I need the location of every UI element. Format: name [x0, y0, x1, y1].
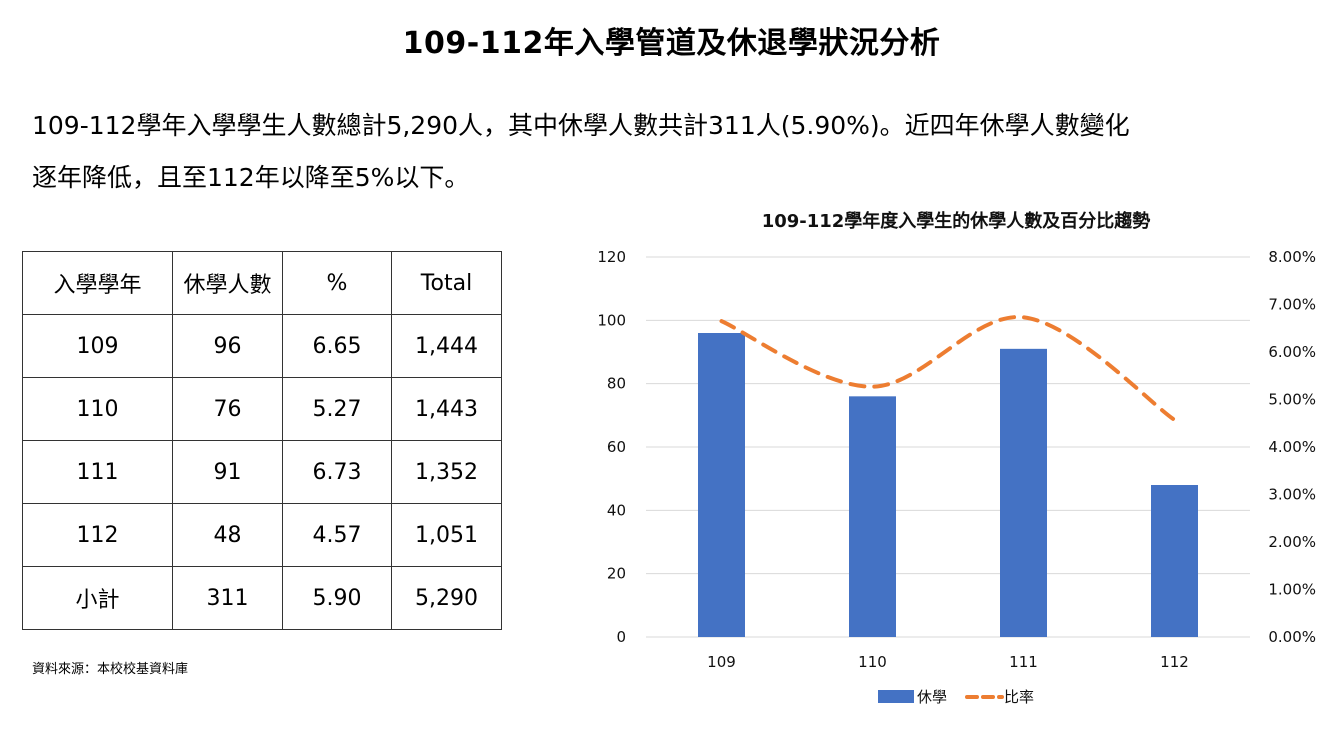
page-title: 109-112年入學管道及休退學狀況分析 [402, 26, 941, 61]
left-tick-label: 0 [616, 628, 626, 646]
left-tick-label: 80 [607, 375, 626, 393]
legend-label-bar: 休學 [917, 688, 947, 706]
right-tick-label: 8.00% [1268, 248, 1316, 266]
summary-line-1: 109-112學年入學學生人數總計5,290人，其中休學人數共計311人(5.9… [32, 111, 1130, 140]
left-tick-label: 60 [607, 438, 626, 456]
right-tick-label: 5.00% [1268, 391, 1316, 409]
withdrawal-trend-chart: 109-112學年度入學生的休學人數及百分比趨勢 0 20 40 60 80 100 120… [597, 210, 1316, 706]
right-tick-label: 4.00% [1268, 438, 1316, 456]
summary-text: 109-112學年入學學生人數總計5,290人，其中休學人數共計311人(5.9… [32, 100, 1292, 204]
table-cell: 311 [172, 566, 283, 630]
table-header-row: 入學學年 休學人數 % Total [22, 251, 502, 315]
table-cell: 4.57 [282, 503, 392, 567]
table-cell: 1,443 [391, 377, 502, 441]
table-cell: 76 [172, 377, 283, 441]
table-row: 111 91 6.73 1,352 [22, 440, 502, 504]
x-tick-label: 109 [707, 653, 736, 671]
rate-line [719, 315, 1177, 422]
withdrawal-table: 入學學年 休學人數 % Total 109 96 6.65 1,444 110 … [22, 251, 502, 630]
source-note: 資料來源：本校校基資料庫 [32, 662, 189, 677]
left-tick-label: 100 [597, 311, 626, 329]
left-tick-label: 20 [607, 565, 626, 583]
table-row: 112 48 4.57 1,051 [22, 503, 502, 567]
line-series [719, 315, 1177, 422]
summary-line-2: 逐年降低，且至112年以降至5%以下。 [32, 163, 470, 192]
chart-legend: 休學 比率 [878, 688, 1034, 706]
left-axis: 0 20 40 60 80 100 120 [597, 248, 626, 646]
right-axis: 0.00% 1.00% 2.00% 3.00% 4.00% 5.00% 6.00% 7.00%… [1268, 248, 1316, 646]
table-cell: 96 [172, 314, 283, 378]
chart-title: 109-112學年度入學生的休學人數及百分比趨勢 [762, 210, 1151, 232]
table-row: 109 96 6.65 1,444 [22, 314, 502, 378]
table-cell: 1,051 [391, 503, 502, 567]
table-cell: 5.90 [282, 566, 392, 630]
table-cell: 91 [172, 440, 283, 504]
table-header-cell: % [282, 251, 392, 315]
table-header-cell: 休學人數 [172, 251, 283, 315]
table-cell: 112 [22, 503, 173, 567]
legend-swatch-bar [878, 690, 914, 703]
x-tick-label: 111 [1009, 653, 1038, 671]
x-tick-label: 110 [858, 653, 887, 671]
table-cell: 1,444 [391, 314, 502, 378]
right-tick-label: 3.00% [1268, 486, 1316, 504]
table-cell: 6.73 [282, 440, 392, 504]
bar [698, 333, 745, 637]
table-cell: 5,290 [391, 566, 502, 630]
table-cell: 5.27 [282, 377, 392, 441]
bar [1151, 485, 1198, 637]
bar [849, 396, 896, 637]
left-tick-label: 120 [597, 248, 626, 266]
table-total-row: 小計 311 5.90 5,290 [22, 566, 502, 630]
right-tick-label: 0.00% [1268, 628, 1316, 646]
table-cell: 1,352 [391, 440, 502, 504]
table-cell: 6.65 [282, 314, 392, 378]
right-tick-label: 7.00% [1268, 296, 1316, 314]
table-cell: 110 [22, 377, 173, 441]
x-tick-label: 112 [1160, 653, 1189, 671]
table-cell: 109 [22, 314, 173, 378]
table-row: 110 76 5.27 1,443 [22, 377, 502, 441]
table-cell: 48 [172, 503, 283, 567]
left-tick-label: 40 [607, 501, 626, 519]
bar [1000, 348, 1047, 637]
x-axis: 109 110 111 112 [707, 653, 1189, 671]
table-cell: 111 [22, 440, 173, 504]
table-header-cell: Total [391, 251, 502, 315]
right-tick-label: 6.00% [1268, 343, 1316, 361]
right-tick-label: 2.00% [1268, 533, 1316, 551]
table-header-cell: 入學學年 [22, 251, 173, 315]
bar-series [698, 333, 1198, 637]
chart-gridlines [646, 256, 1250, 638]
table-cell: 小計 [22, 566, 173, 630]
right-tick-label: 1.00% [1268, 581, 1316, 599]
legend-label-line: 比率 [1004, 688, 1034, 706]
